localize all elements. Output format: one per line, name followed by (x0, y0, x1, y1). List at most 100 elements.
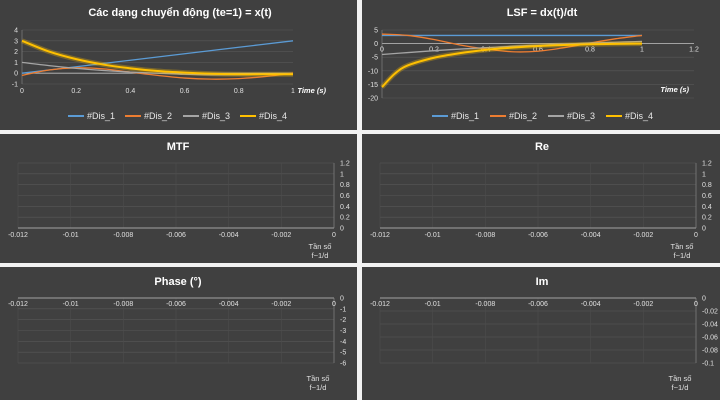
x-tick-label: -0.006 (166, 232, 186, 239)
y-tick-label: 1.2 (340, 161, 350, 168)
x-tick-label: -0.01 (63, 232, 79, 239)
y-tick-label: 1.2 (702, 161, 712, 168)
y-tick-label: -0.04 (702, 322, 718, 329)
x-tick-label: -0.004 (219, 232, 239, 239)
y-tick-label: 0 (14, 71, 18, 78)
x-axis-label: Tần số (309, 242, 333, 251)
x-tick-label: -0.012 (370, 232, 390, 239)
y-tick-label: 0.4 (340, 204, 350, 211)
x-tick-label: 1 (291, 88, 295, 95)
y-tick-label: -0.02 (702, 309, 718, 316)
x-tick-label: -0.012 (370, 301, 390, 308)
legend-label-lsf-3: #Dis_4 (625, 111, 653, 121)
x-tick-label: -0.004 (581, 232, 601, 239)
x-axis-label: Time (s) (660, 85, 689, 94)
chart-phase: Phase (°) -6 -5 -4 -3 -2 -1 0 -0.012 -0.01 -0.008 -… (8, 276, 346, 392)
x-tick-label: 0 (380, 47, 384, 54)
chart-title-xt: Các dạng chuyển động (te=1) = x(t) (88, 7, 272, 19)
chart-title-lsf: LSF = dx(t)/dt (507, 7, 578, 19)
series-line-lsf-1 (381, 33, 643, 53)
y-tick-label: -0.06 (702, 335, 718, 342)
x-tick-label: -0.01 (425, 232, 441, 239)
y-tick-label: -2 (340, 317, 346, 324)
y-tick-label: -0.08 (702, 348, 718, 355)
x-tick-label: -0.002 (633, 232, 653, 239)
series-glow-lsf-3 (380, 41, 643, 89)
y-tick-label: 0 (340, 296, 344, 303)
series-line-xt-3 (21, 39, 293, 76)
x-tick-label: 0.6 (533, 47, 543, 54)
x-tick-label: 0 (694, 232, 698, 239)
chart-title-phase: Phase (°) (154, 276, 202, 288)
chart-panel-im: Im -0.1 -0.08 -0.06 -0.04 -0.02 0 -0.012 -0.01 -0… (362, 267, 720, 400)
x-tick-label: 0 (332, 232, 336, 239)
y-tick-label: -20 (368, 96, 378, 103)
legend-label-xt-1: #Dis_2 (144, 111, 172, 121)
y-tick-label: 0.4 (702, 204, 712, 211)
legend-label-xt-2: #Dis_3 (202, 111, 230, 121)
y-tick-label: 0.6 (340, 193, 350, 200)
legend-label-lsf-1: #Dis_2 (509, 111, 537, 121)
x-tick-label: -0.012 (8, 301, 28, 308)
chart-panel-re: Re 0 0.2 0.4 0.6 0.8 1 1.2 -0.012 -0.01 -0.008 -0.0… (362, 134, 720, 263)
y-tick-label: 5 (374, 28, 378, 35)
x-tick-label: 0.6 (180, 88, 190, 95)
x-tick-label: 0 (694, 301, 698, 308)
x-tick-label: -0.01 (425, 301, 441, 308)
legend-label-xt-3: #Dis_4 (259, 111, 287, 121)
x-axis-label: f~1/d (672, 383, 689, 392)
y-tick-label: 0 (702, 296, 706, 303)
x-axis-label: f~1/d (674, 251, 691, 260)
x-axis-label: Tần số (671, 242, 695, 251)
x-tick-label: -0.008 (475, 232, 495, 239)
legend-label-lsf-0: #Dis_1 (451, 111, 479, 121)
x-tick-label: -0.008 (113, 232, 133, 239)
series-line-lsf-3 (381, 42, 643, 88)
x-tick-label: -0.006 (528, 232, 548, 239)
y-tick-label: 1 (14, 60, 18, 67)
y-tick-label: -1 (340, 306, 346, 313)
y-tick-label: 0.6 (702, 193, 712, 200)
x-axis-label: Time (s) (297, 86, 326, 95)
chart-panel-xt: Các dạng chuyển động (te=1) = x(t) -1 0 1 2 3… (0, 0, 357, 130)
x-axis-label: f~1/d (310, 383, 327, 392)
chart-mtf: MTF 0 0.2 0.4 0.6 0.8 1 1.2 -0.012 -0.01 -0.008 -0.… (8, 141, 350, 260)
y-tick-label: 0 (374, 41, 378, 48)
x-tick-label: 0.8 (234, 88, 244, 95)
y-tick-label: -5 (372, 55, 378, 62)
x-tick-label: 0 (332, 301, 336, 308)
x-tick-label: -0.01 (63, 301, 79, 308)
chart-title-mtf: MTF (167, 141, 190, 153)
legend-label-xt-0: #Dis_1 (87, 111, 115, 121)
y-tick-label: -4 (340, 339, 346, 346)
y-tick-label: -10 (368, 68, 378, 75)
x-tick-label: -0.004 (581, 301, 601, 308)
chart-im: Im -0.1 -0.08 -0.06 -0.04 -0.02 0 -0.012 -0.01 -0… (370, 276, 718, 392)
x-tick-label: -0.002 (633, 301, 653, 308)
x-tick-label: -0.002 (271, 232, 291, 239)
x-tick-label: 1 (640, 47, 644, 54)
legend-label-lsf-2: #Dis_3 (567, 111, 595, 121)
x-tick-label: -0.008 (113, 301, 133, 308)
y-tick-label: 0.2 (702, 215, 712, 222)
y-tick-label: 2 (14, 49, 18, 56)
y-tick-label: 1 (340, 171, 344, 178)
y-tick-label: -6 (340, 361, 346, 368)
y-tick-label: 0.2 (340, 215, 350, 222)
y-tick-label: -3 (340, 328, 346, 335)
x-tick-label: -0.006 (528, 301, 548, 308)
x-tick-label: -0.012 (8, 232, 28, 239)
x-axis-label: f~1/d (312, 251, 329, 260)
x-tick-label: -0.006 (166, 301, 186, 308)
y-tick-label: 1 (702, 171, 706, 178)
x-axis-label: Tần số (307, 374, 331, 383)
y-tick-label: -1 (12, 82, 18, 89)
chart-panel-mtf: MTF 0 0.2 0.4 0.6 0.8 1 1.2 -0.012 -0.01 -0.008 -0.… (0, 134, 357, 263)
y-tick-label: 0.8 (702, 182, 712, 189)
x-tick-label: -0.008 (475, 301, 495, 308)
y-tick-label: 3 (14, 38, 18, 45)
x-tick-label: -0.002 (271, 301, 291, 308)
x-tick-label: 0.2 (71, 88, 81, 95)
x-tick-label: 0 (20, 88, 24, 95)
